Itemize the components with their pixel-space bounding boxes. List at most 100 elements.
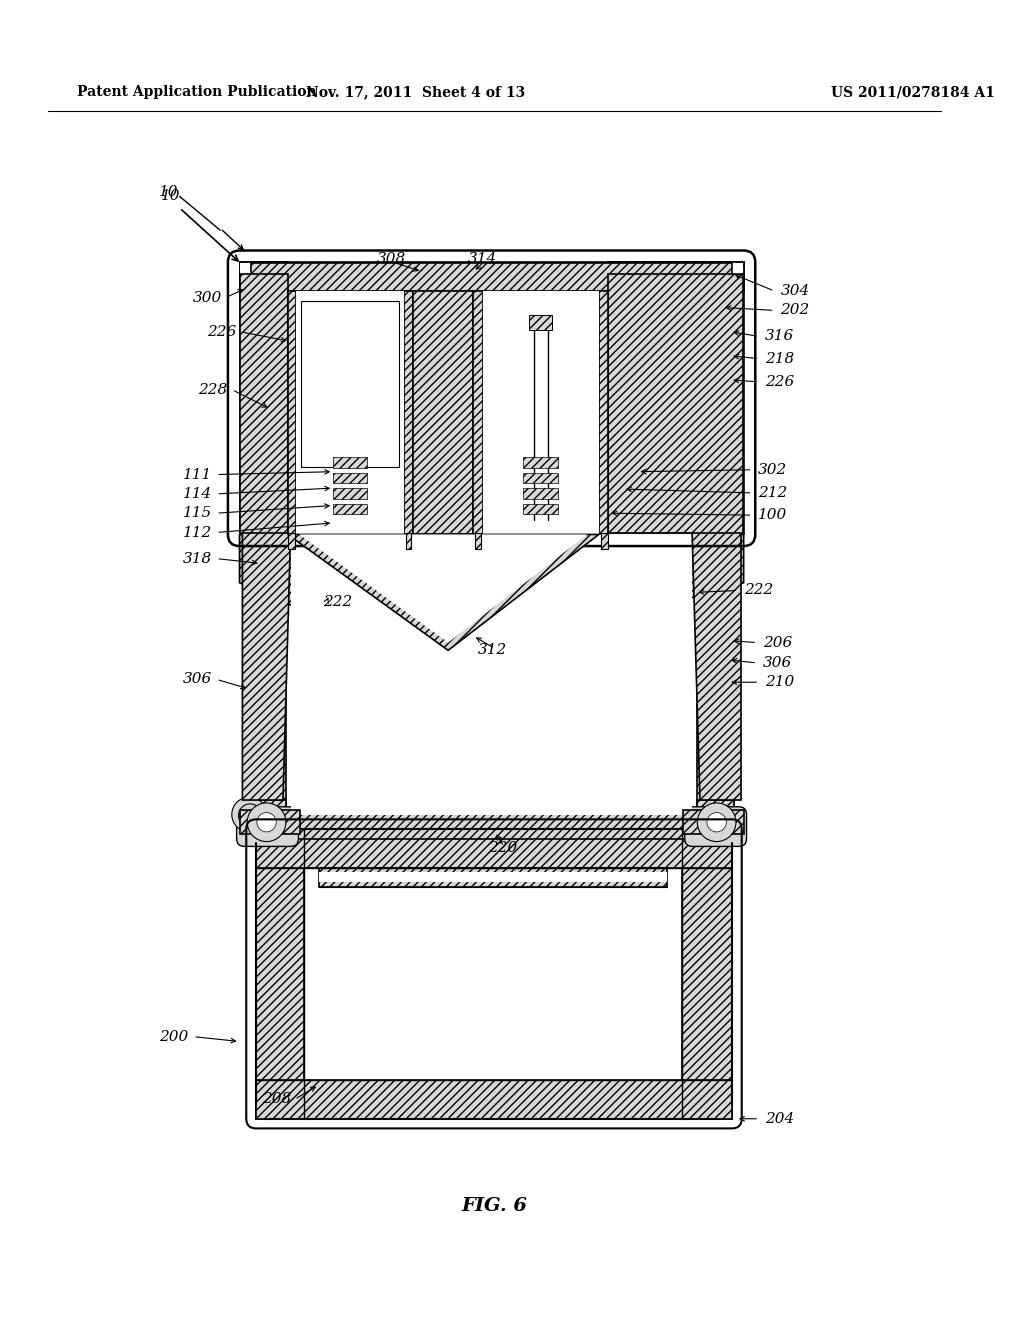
Polygon shape: [288, 535, 424, 655]
Polygon shape: [249, 573, 286, 814]
Text: 204: 204: [765, 1111, 795, 1126]
Polygon shape: [403, 535, 424, 651]
Polygon shape: [240, 809, 300, 834]
Polygon shape: [288, 292, 297, 535]
Polygon shape: [241, 263, 742, 533]
Text: 314: 314: [468, 252, 498, 267]
Text: 228: 228: [198, 383, 227, 396]
Polygon shape: [523, 473, 558, 483]
Polygon shape: [414, 292, 473, 535]
Text: 206: 206: [763, 636, 793, 649]
Polygon shape: [318, 873, 668, 882]
Polygon shape: [697, 573, 734, 814]
Polygon shape: [599, 292, 608, 535]
Polygon shape: [692, 529, 740, 800]
Polygon shape: [473, 292, 483, 535]
Polygon shape: [514, 457, 568, 469]
Polygon shape: [304, 305, 396, 457]
Polygon shape: [601, 532, 608, 549]
Polygon shape: [403, 292, 414, 535]
Text: 312: 312: [478, 643, 507, 657]
Polygon shape: [301, 301, 399, 467]
Polygon shape: [323, 457, 377, 469]
Text: 218: 218: [765, 351, 795, 366]
Polygon shape: [608, 263, 743, 535]
Polygon shape: [473, 292, 483, 535]
Text: Patent Application Publication: Patent Application Publication: [77, 84, 316, 99]
Text: 115: 115: [183, 506, 212, 520]
Polygon shape: [527, 506, 554, 517]
Text: 212: 212: [758, 486, 787, 500]
Text: 306: 306: [183, 672, 212, 686]
Text: 226: 226: [208, 325, 237, 339]
Polygon shape: [291, 535, 692, 814]
Text: 210: 210: [765, 676, 795, 689]
Polygon shape: [288, 292, 297, 535]
Circle shape: [247, 803, 286, 842]
Polygon shape: [403, 292, 414, 535]
Polygon shape: [297, 292, 403, 535]
Polygon shape: [523, 488, 558, 499]
Polygon shape: [523, 503, 558, 515]
Text: 306: 306: [763, 656, 793, 669]
Polygon shape: [307, 535, 589, 651]
Polygon shape: [256, 829, 732, 867]
Polygon shape: [329, 475, 372, 486]
Polygon shape: [251, 263, 732, 292]
Text: 200: 200: [159, 1030, 188, 1044]
Text: 10: 10: [161, 190, 180, 203]
Polygon shape: [249, 800, 286, 834]
Polygon shape: [599, 292, 608, 535]
Polygon shape: [472, 535, 487, 651]
Polygon shape: [240, 263, 288, 535]
Text: 222: 222: [743, 583, 773, 598]
Polygon shape: [241, 273, 288, 533]
Polygon shape: [472, 535, 743, 655]
Text: 202: 202: [780, 304, 810, 317]
Text: 304: 304: [780, 284, 810, 298]
Polygon shape: [523, 457, 558, 467]
Text: 308: 308: [377, 252, 406, 267]
Polygon shape: [406, 532, 412, 549]
Polygon shape: [529, 315, 552, 330]
Polygon shape: [288, 535, 599, 651]
Text: 318: 318: [183, 552, 212, 565]
Circle shape: [707, 813, 726, 832]
Polygon shape: [519, 475, 562, 486]
Text: 112: 112: [183, 525, 212, 540]
Polygon shape: [288, 292, 297, 535]
Polygon shape: [333, 488, 368, 499]
Polygon shape: [318, 867, 668, 887]
Polygon shape: [337, 506, 364, 517]
Text: 222: 222: [324, 595, 353, 609]
Polygon shape: [697, 800, 734, 834]
Polygon shape: [333, 473, 368, 483]
Text: 10: 10: [160, 185, 179, 198]
Polygon shape: [483, 292, 599, 535]
Polygon shape: [304, 867, 682, 1080]
Polygon shape: [529, 318, 552, 331]
Text: 111: 111: [183, 467, 212, 482]
Polygon shape: [475, 532, 481, 549]
Circle shape: [697, 803, 736, 842]
Polygon shape: [286, 809, 697, 838]
Polygon shape: [288, 532, 295, 549]
Text: 316: 316: [765, 330, 795, 343]
Text: 100: 100: [758, 508, 787, 523]
Polygon shape: [333, 457, 368, 467]
Text: FIG. 6: FIG. 6: [462, 1197, 527, 1214]
Text: 114: 114: [183, 487, 212, 500]
Text: 208: 208: [262, 1093, 292, 1106]
Polygon shape: [414, 292, 473, 535]
Polygon shape: [297, 292, 403, 535]
Text: US 2011/0278184 A1: US 2011/0278184 A1: [830, 84, 994, 99]
Text: Nov. 17, 2011  Sheet 4 of 13: Nov. 17, 2011 Sheet 4 of 13: [305, 84, 525, 99]
Polygon shape: [523, 491, 558, 503]
Text: 220: 220: [487, 841, 517, 855]
Circle shape: [239, 804, 262, 828]
Polygon shape: [256, 829, 304, 1119]
Text: 226: 226: [765, 375, 795, 389]
Polygon shape: [333, 491, 368, 503]
Polygon shape: [299, 535, 587, 643]
Polygon shape: [240, 263, 743, 292]
